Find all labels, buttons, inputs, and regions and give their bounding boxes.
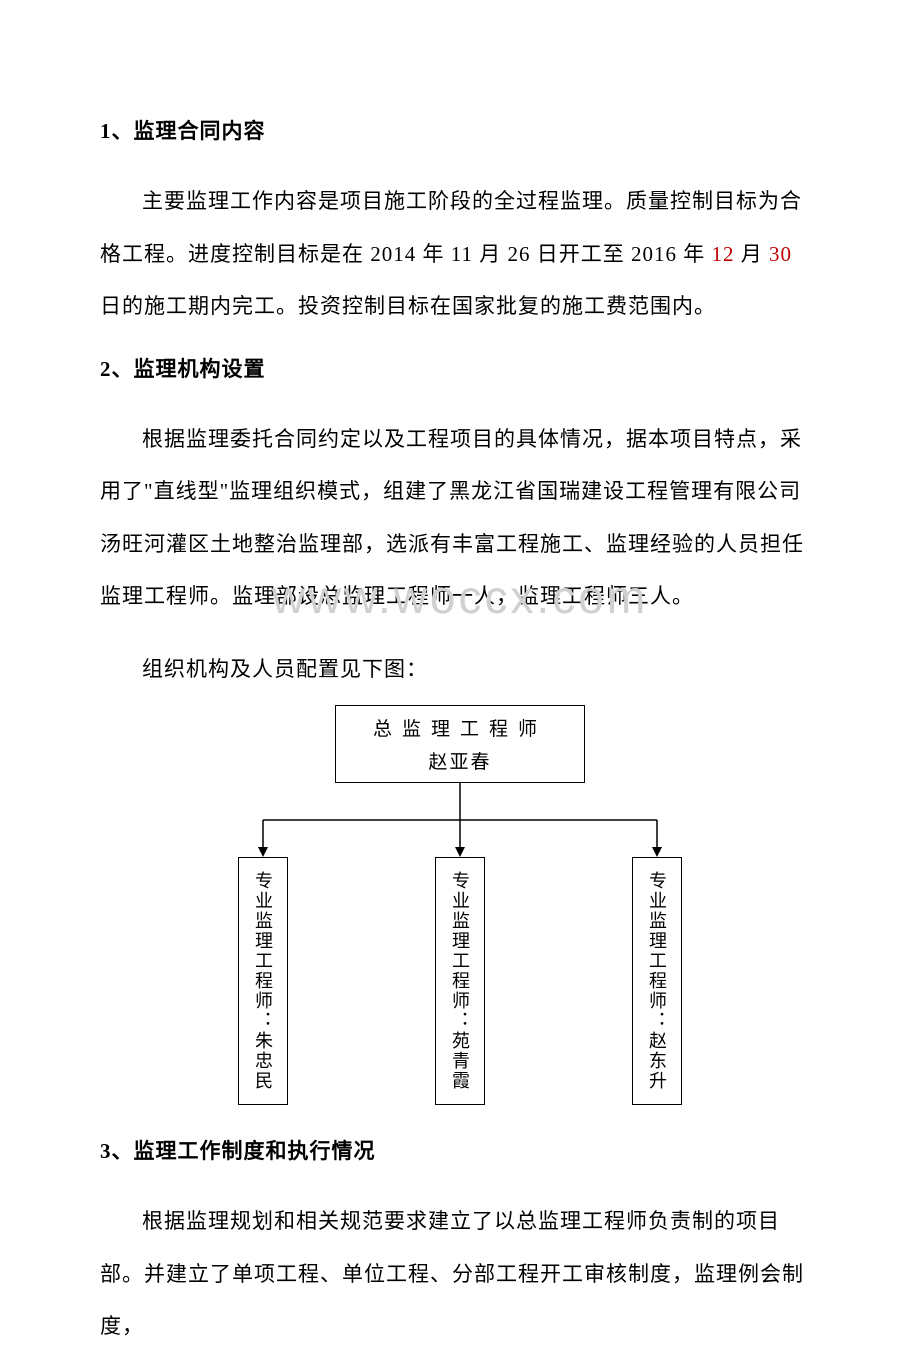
section1-paragraph: 主要监理工作内容是项目施工阶段的全过程监理。质量控制目标为合格工程。进度控制目标… xyxy=(100,175,820,333)
chief-name: 赵亚春 xyxy=(428,747,491,774)
section1-red2: 30 xyxy=(769,242,792,266)
section2-paragraph1: 根据监理委托合同约定以及工程项目的具体情况，据本项目特点，采用了"直线型"监理组… xyxy=(100,413,820,623)
section1-mid: 月 xyxy=(734,242,769,266)
section2-paragraph2: 组织机构及人员配置见下图： xyxy=(100,643,820,696)
sub-engineer-box-2: 专业监理工程师：苑青霞 xyxy=(435,857,485,1105)
chief-title: 总监理工程师 xyxy=(373,714,547,741)
section2-heading: 2、监理机构设置 xyxy=(100,353,820,383)
section3-paragraph: 根据监理规划和相关规范要求建立了以总监理工程师负责制的项目部。并建立了单项工程、… xyxy=(100,1195,820,1353)
sub-engineer-box-3: 专业监理工程师：赵东升 xyxy=(632,857,682,1105)
section1-after: 日的施工期内完工。投资控制目标在国家批复的施工费范围内。 xyxy=(100,294,716,318)
section3-heading: 3、监理工作制度和执行情况 xyxy=(100,1135,820,1165)
section1-text-part1: 主要监理工作内容是项目施工阶段的全过程监理。质量控制目标为合格工程。进度控制目标… xyxy=(100,189,802,266)
section1-heading: 1、监理合同内容 xyxy=(100,115,820,145)
sub-engineer-box-1: 专业监理工程师：朱忠民 xyxy=(238,857,288,1105)
chief-engineer-box: 总监理工程师 赵亚春 xyxy=(335,705,585,783)
org-chart: 总监理工程师 赵亚春 专业监理工程师：朱忠民 专业监理工程师：苑青霞 专业监理工… xyxy=(200,705,720,1105)
section1-red1: 12 xyxy=(711,242,734,266)
